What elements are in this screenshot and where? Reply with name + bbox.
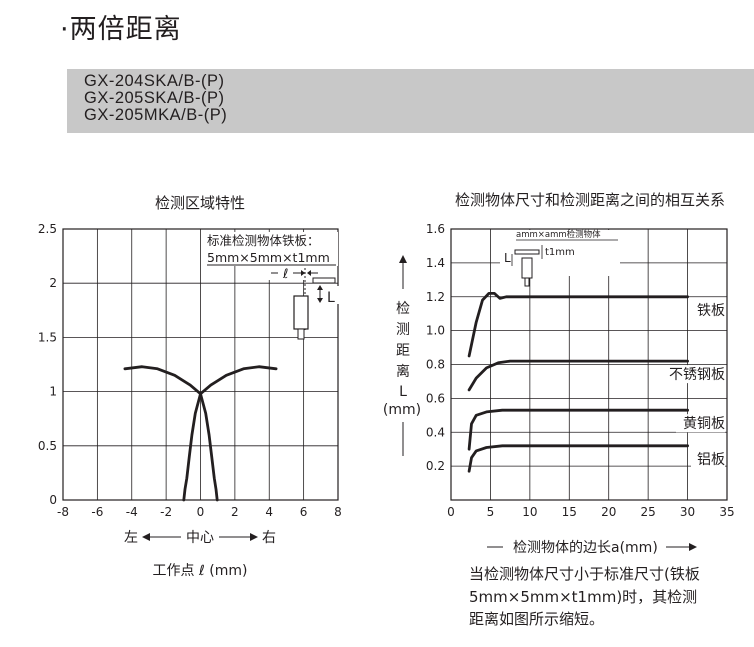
direction-indicator: 左 中心 右 [124, 530, 276, 546]
series-line [467, 292, 689, 358]
series-line [467, 444, 689, 473]
y-tick-label: 1.6 [426, 222, 445, 236]
ylabel-char: 离 [396, 363, 410, 380]
size-distance-chart: 检测物体尺寸和检测距离之间的相互关系 0 5 10 15 20 25 30 350.20.40… [383, 191, 735, 556]
model-list: GX-204SKA/B-(P) GX-205SKA/B-(P) GX-205MK… [84, 73, 227, 124]
x-tick-label: 15 [562, 505, 577, 519]
y-tick-label: 2.5 [38, 222, 57, 236]
x-tick-label: 0 [447, 505, 455, 519]
detection-area-chart: 检测区域特性 -8 -6 -4 -2 0 2 4 6 8 0 0.5 1 1.5 2 2.5 标准检测物体铁… [38, 194, 345, 579]
caption-line: 5mm×5mm×t1mm)时，其检测 [469, 587, 698, 606]
ylabel-char: 测 [396, 322, 410, 338]
series-label: 黄铜板 [683, 415, 725, 432]
right-chart-xlabel-row: 检测物体的边长a(mm) [487, 540, 697, 556]
x-tick-label: 30 [680, 505, 695, 519]
x-tick-label: -2 [160, 505, 172, 519]
y-tick-label: 1.0 [426, 324, 445, 338]
y-tick-label: 0 [49, 493, 57, 507]
right-chart-title: 检测物体尺寸和检测距离之间的相互关系 [455, 191, 725, 209]
x-tick-label: 8 [334, 505, 342, 519]
model-item: GX-205MKA/B-(P) [84, 106, 228, 124]
left-chart-title: 检测区域特性 [155, 194, 245, 212]
caption-line: 当检测物体尺寸小于标准尺寸(铁板 [469, 565, 700, 583]
right-chart-tick-labels: 0 5 10 15 20 25 30 35 0.2 0.4 0.6 0.8 1.0 1.2 1.4 1.6 [426, 222, 735, 519]
direction-left-label: 左 [124, 530, 138, 546]
series-label: 铝板 [697, 452, 725, 468]
x-tick-label: 6 [300, 505, 308, 519]
series-line [199, 365, 278, 396]
left-annotation-line-2: 5mm×5mm×t1mm [207, 250, 330, 265]
right-chart-xlabel: 检测物体的边长a(mm) [513, 540, 658, 556]
page-title: ·两倍距离 [60, 14, 182, 45]
left-annotation-line-1: 标准检测物体铁板： [207, 233, 320, 248]
y-tick-label: 0.5 [38, 439, 57, 453]
x-tick-label: -8 [57, 505, 69, 519]
caption: 当检测物体尺寸小于标准尺寸(铁板 5mm×5mm×t1mm)时，其检测 距离如图… [469, 563, 700, 631]
arrow-left-icon [142, 533, 150, 541]
series-label: 铁板 [697, 303, 725, 319]
ylabel-char: 检 [396, 301, 410, 317]
x-tick-label: 35 [719, 505, 734, 519]
series-line [199, 392, 219, 502]
arrow-up-icon [399, 255, 407, 263]
x-tick-label: 2 [231, 505, 239, 519]
x-tick-label: 25 [641, 505, 656, 519]
left-chart-grid [62, 228, 339, 501]
series-line [467, 408, 689, 451]
x-tick-label: 4 [265, 505, 273, 519]
right-L-symbol: L [504, 251, 511, 265]
y-tick-label: 0.6 [426, 391, 445, 405]
x-tick-label: -4 [126, 505, 138, 519]
y-tick-label: 1.4 [426, 256, 445, 270]
y-tick-label: 0.4 [426, 425, 445, 439]
right-chart-series [467, 292, 689, 473]
y-tick-label: 0.2 [426, 459, 445, 473]
model-item: GX-204SKA/B-(P) [84, 72, 225, 90]
y-tick-label: 1 [49, 385, 57, 399]
caption-line: 距离如图所示缩短。 [469, 610, 605, 628]
y-tick-label: 1.5 [38, 330, 57, 344]
series-line [123, 365, 202, 396]
x-tick-label: 10 [522, 505, 537, 519]
x-tick-label: 5 [487, 505, 495, 519]
series-line [182, 392, 202, 502]
sensor-icon [293, 295, 309, 330]
y-tick-label: 2 [49, 276, 57, 290]
right-chart-ylabel: 检 测 距 离 L (mm) [383, 255, 421, 456]
y-tick-label: 0.8 [426, 358, 445, 372]
right-annotation-line-2: t1mm [545, 247, 575, 258]
sensor-icon [521, 257, 533, 279]
left-chart-xlabel: 工作点 ℓ (mm) [153, 563, 248, 579]
plot-frame [62, 228, 339, 501]
y-tick-label: 1.2 [426, 290, 445, 304]
x-tick-label: 20 [601, 505, 616, 519]
ylabel-char: L [399, 384, 407, 400]
target-plate-icon [312, 277, 336, 284]
arrow-right-icon [250, 533, 258, 541]
model-band: GX-204SKA/B-(P) GX-205SKA/B-(P) GX-205MK… [67, 69, 754, 133]
right-chart-annotation: amm×amm检测物体 t1mm L [500, 229, 620, 287]
x-tick-label: 0 [197, 505, 205, 519]
plot-frame [450, 228, 728, 501]
series-line [467, 359, 689, 392]
model-item: GX-205SKA/B-(P) [84, 89, 225, 107]
arrow-right-icon [689, 543, 697, 551]
direction-right-label: 右 [262, 530, 276, 546]
right-annotation-line-1: amm×amm检测物体 [516, 229, 601, 240]
target-plate-icon [514, 249, 540, 255]
ell-symbol: ℓ [282, 267, 288, 282]
direction-center-label: 中心 [186, 530, 214, 546]
x-tick-label: -6 [91, 505, 103, 519]
series-label: 不锈钢板 [669, 367, 725, 383]
ylabel-char: (mm) [383, 402, 421, 418]
ylabel-char: 距 [396, 343, 410, 359]
left-chart-tick-labels: -8 -6 -4 -2 0 2 4 6 8 0 0.5 1 1.5 2 2.5 [38, 222, 342, 519]
left-chart-annotation: 标准检测物体铁板： 5mm×5mm×t1mm ℓ L [204, 232, 345, 340]
left-chart-series [123, 365, 278, 502]
L-symbol: L [327, 290, 335, 306]
